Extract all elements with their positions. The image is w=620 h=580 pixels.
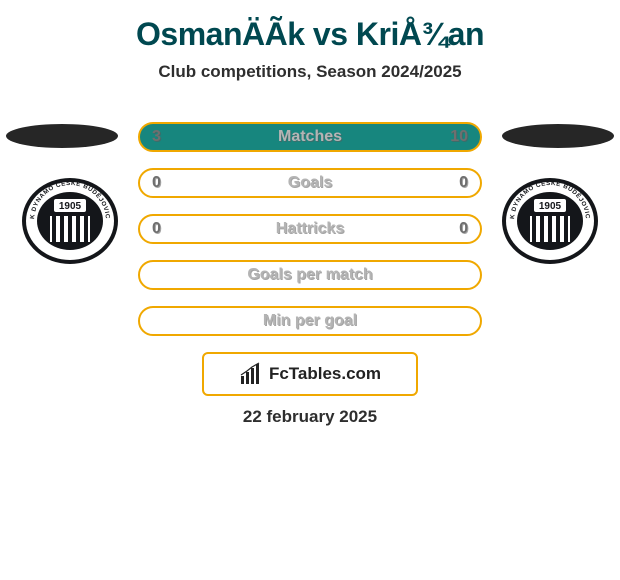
brand-suffix: Tables.com xyxy=(289,364,381,383)
stat-bar-label: Goals per match xyxy=(140,262,480,288)
stat-left-value: 3 xyxy=(152,124,161,150)
stat-right-value: 10 xyxy=(450,124,468,150)
stat-bars: Matches310Goals00Hattricks00Goals per ma… xyxy=(138,122,482,352)
stat-bar-label: Matches xyxy=(140,124,480,150)
date-line: 22 february 2025 xyxy=(0,407,620,427)
stat-bar: Min per goal xyxy=(138,306,482,336)
stat-left-value: 0 xyxy=(152,170,161,196)
page-title: OsmanÄÃk vs KriÅ¾an xyxy=(0,16,620,53)
stat-bar: Hattricks0 0 xyxy=(138,214,482,244)
stat-right-value: 0 xyxy=(459,170,468,196)
stat-bar: Matches3 10 xyxy=(138,122,482,152)
bar-chart-icon xyxy=(239,362,263,386)
stat-left-value: 0 xyxy=(152,216,161,242)
shadow-ellipse-right xyxy=(502,124,614,148)
svg-text:1905: 1905 xyxy=(59,201,82,212)
club-badge-left: 1905 SK DYNAMO ČESKÉ BUDĚJOVICE xyxy=(20,176,120,266)
club-badge-right: 1905 SK DYNAMO ČESKÉ BUDĚJOVICE xyxy=(500,176,600,266)
stat-bar-label: Goals xyxy=(140,170,480,196)
brand-box: FcTables.com xyxy=(202,352,418,396)
stat-bar-label: Hattricks xyxy=(140,216,480,242)
brand-text: FcTables.com xyxy=(269,364,381,384)
brand-prefix: Fc xyxy=(269,364,289,383)
stage: OsmanÄÃk vs KriÅ¾an Club competitions, S… xyxy=(0,0,620,580)
page-subtitle: Club competitions, Season 2024/2025 xyxy=(0,62,620,82)
stat-bar: Goals per match xyxy=(138,260,482,290)
stat-right-value: 0 xyxy=(459,216,468,242)
stat-bar: Goals0 0 xyxy=(138,168,482,198)
shadow-ellipse-left xyxy=(6,124,118,148)
stat-bar-label: Min per goal xyxy=(140,308,480,334)
svg-text:1905: 1905 xyxy=(539,201,562,212)
